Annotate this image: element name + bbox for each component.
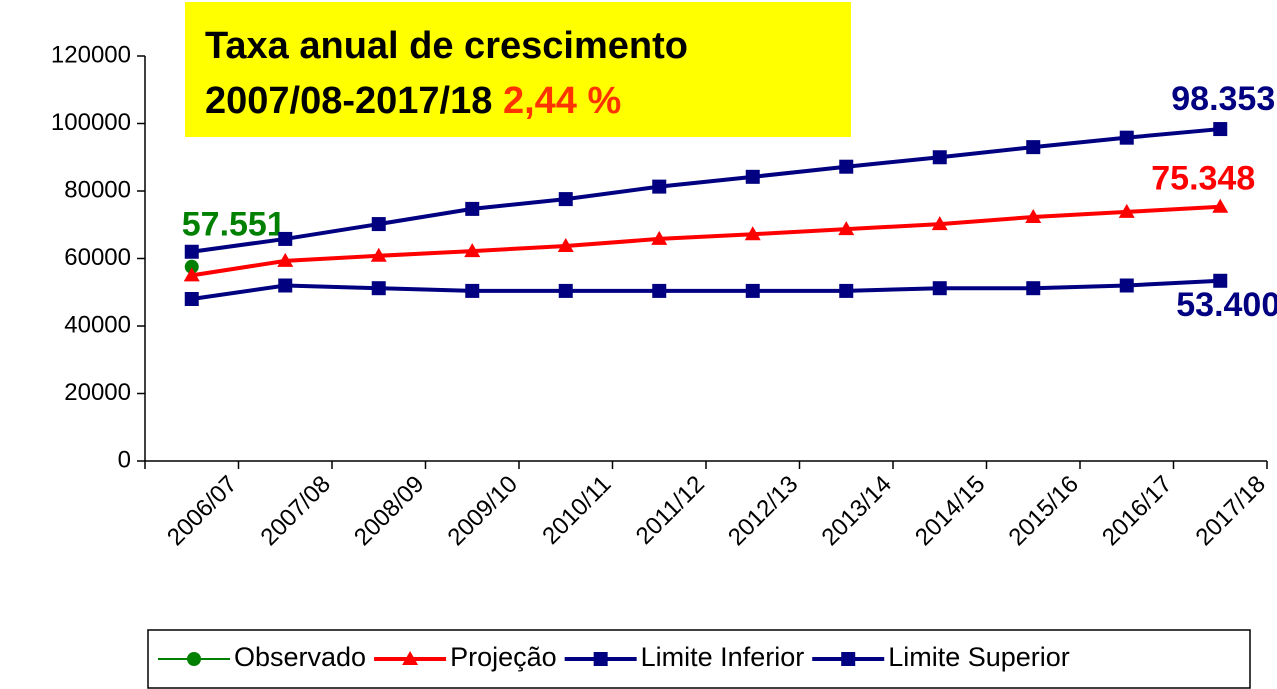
x-tick-label: 2008/09 bbox=[349, 471, 429, 551]
x-tick-label: 2016/17 bbox=[1097, 471, 1177, 551]
y-tick-label: 0 bbox=[118, 446, 131, 473]
marker bbox=[1213, 122, 1228, 137]
marker bbox=[839, 159, 854, 174]
marker bbox=[465, 283, 480, 298]
chart-title: Taxa anual de crescimento bbox=[205, 25, 688, 67]
y-tick-label: 120000 bbox=[51, 41, 131, 68]
marker bbox=[187, 652, 201, 666]
y-tick-label: 20000 bbox=[64, 379, 131, 406]
x-tick-label: 2007/08 bbox=[256, 471, 336, 551]
marker bbox=[1026, 140, 1041, 155]
x-tick-label: 2006/07 bbox=[162, 471, 242, 551]
marker bbox=[838, 221, 855, 236]
marker bbox=[652, 283, 667, 298]
marker bbox=[465, 201, 480, 216]
x-tick-label: 2013/14 bbox=[817, 471, 897, 551]
marker bbox=[839, 283, 854, 298]
marker bbox=[184, 292, 199, 306]
marker bbox=[745, 169, 760, 184]
marker bbox=[841, 652, 856, 666]
marker bbox=[652, 179, 667, 194]
x-tick-label: 2009/10 bbox=[443, 471, 523, 551]
chart-subtitle: 2007/08-2017/18 2,44 % bbox=[205, 80, 621, 122]
marker bbox=[745, 283, 760, 298]
legend-label: Limite Superior bbox=[888, 642, 1070, 672]
y-tick-label: 60000 bbox=[64, 244, 131, 271]
marker bbox=[1213, 273, 1228, 288]
value-label: 98.353 bbox=[1171, 80, 1275, 118]
series-line bbox=[191, 127, 1221, 254]
value-label: 53.400 bbox=[1176, 286, 1277, 324]
marker bbox=[932, 150, 947, 165]
legend-item: Limite Superior bbox=[812, 642, 1070, 672]
y-tick-label: 80000 bbox=[64, 176, 131, 203]
marker bbox=[1025, 208, 1042, 223]
marker bbox=[183, 267, 200, 282]
marker bbox=[593, 652, 608, 666]
marker bbox=[371, 281, 386, 296]
marker bbox=[184, 244, 199, 259]
series-line bbox=[191, 278, 1221, 301]
x-tick-label: 2015/16 bbox=[1004, 471, 1084, 551]
marker bbox=[558, 192, 573, 207]
marker bbox=[932, 281, 947, 296]
growth-rate: 2,44 % bbox=[503, 80, 621, 122]
series-line bbox=[191, 204, 1221, 278]
legend-item: Projeção bbox=[374, 642, 557, 672]
x-tick-label: 2017/18 bbox=[1191, 471, 1271, 551]
title-box bbox=[185, 2, 851, 137]
marker bbox=[371, 217, 386, 232]
marker bbox=[184, 259, 199, 274]
legend-item: Limite Inferior bbox=[564, 642, 805, 672]
value-label: 57.551 bbox=[182, 206, 286, 244]
x-tick-label: 2011/12 bbox=[631, 471, 710, 550]
marker bbox=[744, 226, 761, 241]
y-tick-label: 100000 bbox=[51, 109, 131, 136]
marker bbox=[651, 230, 668, 245]
marker bbox=[1026, 281, 1041, 296]
subtitle-text: 2007/08-2017/18 bbox=[205, 80, 492, 122]
marker bbox=[1119, 130, 1134, 145]
x-tick-label: 2014/15 bbox=[910, 471, 990, 551]
legend-label: Observado bbox=[234, 642, 366, 672]
legend-box bbox=[147, 629, 1251, 689]
marker bbox=[1212, 198, 1229, 213]
x-tick-label: 2012/13 bbox=[723, 471, 803, 551]
marker bbox=[931, 216, 948, 231]
marker bbox=[1119, 278, 1134, 293]
marker bbox=[1118, 203, 1135, 218]
marker bbox=[557, 238, 574, 253]
value-label: 75.348 bbox=[1151, 160, 1255, 198]
marker bbox=[278, 278, 293, 293]
legend-item: Observado bbox=[158, 642, 366, 672]
marker bbox=[402, 651, 419, 665]
marker bbox=[464, 243, 481, 258]
marker bbox=[278, 231, 293, 246]
marker bbox=[370, 247, 387, 262]
x-tick-label: 2010/11 bbox=[537, 471, 616, 550]
marker bbox=[277, 252, 294, 267]
marker bbox=[558, 283, 573, 298]
legend-label: Limite Inferior bbox=[641, 642, 805, 672]
y-tick-label: 40000 bbox=[64, 311, 131, 338]
legend-label: Projeção bbox=[450, 642, 557, 672]
